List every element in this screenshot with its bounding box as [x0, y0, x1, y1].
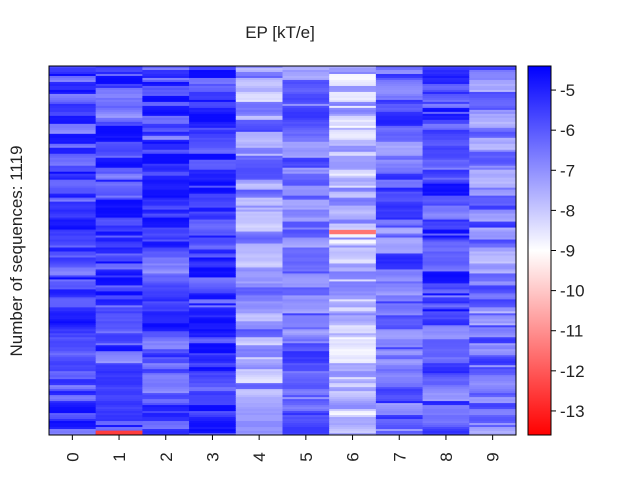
x-tick-label: 2 [157, 452, 176, 461]
heatmap-column-0 [49, 66, 97, 435]
chart-title: EP [kT/e] [245, 23, 315, 42]
colorbar-tick-label: -7 [560, 161, 575, 180]
heatmap-cells [49, 66, 516, 435]
notable-cell-col-1 [95, 430, 143, 435]
colorbar-tick-label: -9 [560, 242, 575, 261]
heatmap-column-9 [469, 66, 516, 435]
x-tick-label: 1 [110, 452, 129, 461]
x-tick-label: 0 [63, 452, 82, 461]
colorbar-tick-label: -6 [560, 121, 575, 140]
x-tick-label: 7 [390, 452, 409, 461]
notable-cell-col-6 [329, 229, 376, 235]
x-axis-ticks: 0 1 2 3 4 5 6 7 8 9 [63, 435, 503, 462]
colorbar-tick-label: -8 [560, 201, 575, 220]
colorbar-tick-label: -13 [560, 402, 585, 421]
x-tick-label: 9 [484, 452, 503, 461]
heatmap-column-1 [95, 66, 143, 435]
colorbar-tick-label: -5 [560, 81, 575, 100]
x-tick-label: 5 [297, 452, 316, 461]
colorbar-tick-label: -12 [560, 362, 585, 381]
heatmap-column-8 [422, 66, 470, 435]
plot-frame [48, 65, 517, 436]
x-tick-label: 4 [250, 452, 269, 461]
heatmap-column-7 [375, 66, 424, 435]
heatmap-column-5 [282, 66, 330, 435]
x-tick-label: 3 [203, 452, 222, 461]
colorbar-tick-label: -11 [560, 322, 583, 341]
colorbar-ticks: -5 -6 -7 -8 -9 -10 -11 -12 -13 [551, 81, 585, 421]
heatmap-column-3 [189, 66, 237, 435]
heatmap-column-6 [329, 66, 377, 435]
colorbar-tick-label: -10 [560, 282, 585, 301]
colorbar [527, 65, 552, 436]
heatmap-column-2 [142, 66, 190, 435]
y-axis-label: Number of sequences: 1119 [7, 145, 26, 356]
x-tick-label: 6 [344, 452, 363, 461]
heatmap-column-4 [235, 66, 284, 435]
x-tick-label: 8 [437, 452, 456, 461]
